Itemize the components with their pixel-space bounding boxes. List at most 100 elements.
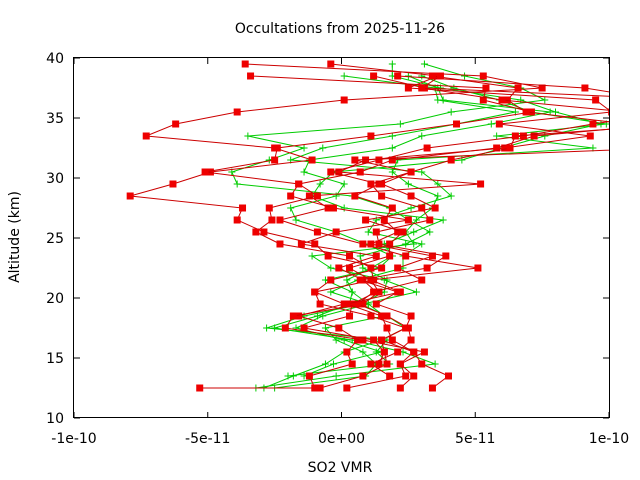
data-point (327, 264, 335, 272)
data-point (335, 324, 343, 332)
data-point (241, 60, 249, 68)
x-tick-label: 5e-11 (455, 431, 495, 447)
data-point (589, 120, 597, 128)
data-point (380, 216, 388, 224)
data-point (370, 336, 378, 344)
data-point (380, 276, 388, 284)
data-point (538, 84, 546, 92)
data-point (519, 132, 527, 140)
data-point (503, 96, 511, 104)
data-point (608, 108, 609, 116)
data-point (404, 72, 412, 80)
data-point (410, 348, 418, 356)
series-line (290, 75, 551, 377)
data-point (327, 60, 335, 68)
data-point (196, 384, 204, 392)
data-point (372, 300, 380, 308)
data-point (388, 204, 396, 212)
data-point (172, 120, 180, 128)
data-point (252, 228, 260, 236)
data-point (501, 144, 509, 152)
data-point (370, 288, 378, 296)
data-point (383, 360, 391, 368)
data-point (423, 144, 431, 152)
data-point (367, 240, 375, 248)
data-point (431, 360, 439, 368)
data-point (453, 120, 461, 128)
data-point (394, 348, 402, 356)
data-point (281, 324, 289, 332)
red-profile-series (276, 60, 609, 392)
data-point (169, 180, 177, 188)
green-profile-series (287, 72, 554, 380)
data-point (426, 228, 434, 236)
data-point (268, 216, 276, 224)
data-point (418, 360, 426, 368)
data-point (375, 240, 383, 248)
data-point (273, 144, 281, 152)
data-point (410, 228, 418, 236)
data-point (380, 348, 388, 356)
data-point (447, 108, 455, 116)
data-point (410, 372, 418, 380)
data-point (367, 264, 375, 272)
data-point (340, 180, 348, 188)
data-point (423, 264, 431, 272)
red-profile-series (356, 72, 609, 368)
data-point (359, 372, 367, 380)
data-point (351, 192, 359, 200)
data-point (402, 240, 410, 248)
data-point (404, 84, 412, 92)
data-point (142, 132, 150, 140)
series-line (231, 63, 547, 389)
data-point (265, 204, 273, 212)
data-point (316, 180, 324, 188)
data-point (372, 228, 380, 236)
data-point (386, 240, 394, 248)
data-point (396, 120, 404, 128)
data-point (359, 348, 367, 356)
data-point (418, 204, 426, 212)
data-point (348, 360, 356, 368)
data-point (546, 108, 554, 116)
data-point (351, 156, 359, 164)
data-point (300, 324, 308, 332)
series-line (360, 75, 609, 365)
x-tick-label: 0e+00 (318, 431, 365, 447)
data-point (420, 60, 428, 68)
data-point (329, 360, 337, 368)
data-point (530, 132, 538, 140)
red-profile-series (343, 72, 609, 392)
data-point (329, 204, 337, 212)
series-layer (126, 60, 609, 392)
data-point (511, 132, 519, 140)
data-point (482, 84, 490, 92)
data-point (332, 372, 340, 380)
data-point (394, 264, 402, 272)
data-point (260, 228, 268, 236)
y-tick-label: 15 (46, 351, 64, 367)
data-point (407, 204, 415, 212)
data-point (420, 348, 428, 356)
data-point (356, 168, 364, 176)
data-point (343, 300, 351, 308)
data-point (407, 336, 415, 344)
data-point (370, 72, 378, 80)
data-point (445, 372, 452, 380)
data-point (404, 180, 412, 188)
data-point (418, 132, 426, 140)
data-point (493, 144, 501, 152)
data-point (378, 312, 386, 320)
data-point (311, 288, 319, 296)
data-point (434, 192, 442, 200)
data-point (233, 216, 241, 224)
data-point (356, 276, 364, 284)
data-point (340, 96, 348, 104)
data-point (335, 264, 343, 272)
data-point (461, 72, 469, 80)
data-point (300, 144, 308, 152)
data-point (244, 132, 252, 140)
data-point (362, 216, 370, 224)
data-point (447, 192, 455, 200)
data-point (346, 252, 354, 260)
